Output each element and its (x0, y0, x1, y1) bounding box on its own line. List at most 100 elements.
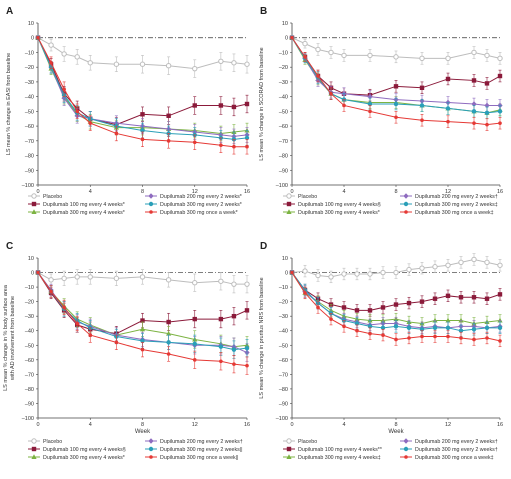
series-5 (290, 35, 502, 131)
series-0 (35, 269, 250, 294)
data-point (218, 58, 224, 64)
y-tick-label: 10 (282, 256, 288, 262)
x-tick-label: 0 (36, 422, 39, 428)
legend-swatch-marker (404, 455, 408, 459)
data-point (231, 281, 237, 287)
data-point (139, 274, 146, 280)
legend-entry: Placebo (43, 194, 62, 200)
y-tick-label: –70 (279, 139, 288, 145)
series-4 (35, 35, 250, 148)
data-point (484, 110, 490, 116)
y-tick-label: –100 (22, 416, 34, 422)
legend-entry: Dupilumab 200 mg every 2 weeks† (415, 194, 498, 200)
data-point (244, 61, 250, 67)
data-point (328, 274, 334, 280)
legend-swatch-marker (286, 209, 292, 214)
data-point (367, 308, 373, 313)
y-tick-label: –100 (22, 183, 34, 189)
data-point (393, 101, 399, 107)
data-point (192, 280, 198, 286)
x-tick-label: 16 (244, 422, 250, 428)
data-point (75, 321, 79, 326)
y-tick-label: 10 (28, 256, 34, 262)
series-0 (289, 35, 503, 65)
data-point (458, 259, 464, 266)
legend-entry: Dupilumab 300 mg every 4 weeks* (43, 210, 125, 216)
data-point (74, 54, 80, 60)
data-point (329, 91, 333, 96)
x-axis-label: Week (388, 429, 404, 435)
data-point (419, 327, 425, 332)
y-tick-label: –100 (276, 416, 288, 422)
data-point (341, 271, 347, 277)
series-1 (35, 35, 250, 133)
y-tick-label: –10 (279, 50, 288, 56)
x-tick-label: 4 (342, 422, 345, 428)
legend-swatch-marker (31, 193, 37, 199)
legend-swatch-marker (148, 438, 154, 444)
data-point (484, 81, 490, 86)
y-axis-label: LS mean % change in EASI from baseline (6, 53, 12, 155)
panel-letter: D (260, 241, 267, 252)
data-point (303, 291, 307, 295)
data-point (445, 55, 451, 62)
y-tick-label: –40 (279, 329, 288, 335)
data-point (87, 274, 93, 280)
legend-swatch-marker (31, 446, 37, 452)
y-tick-label: –30 (279, 314, 288, 320)
x-tick-label: 8 (141, 422, 144, 428)
legend-swatch-marker (403, 446, 409, 452)
y-tick-label: –20 (279, 65, 288, 71)
data-point (245, 363, 249, 368)
y-tick-label: –60 (279, 124, 288, 130)
series-0 (289, 253, 503, 284)
series-line (37, 272, 248, 367)
data-point (446, 119, 450, 124)
data-point (192, 103, 197, 108)
x-tick-label: 12 (192, 189, 198, 195)
x-tick-label: 8 (394, 422, 397, 428)
legend-swatch-marker (148, 193, 154, 199)
data-point (445, 262, 451, 268)
data-point (445, 317, 451, 323)
data-point (219, 143, 223, 148)
legend-swatch-marker (286, 438, 292, 444)
data-point (394, 115, 398, 120)
data-point (458, 328, 464, 333)
y-tick-label: –70 (25, 139, 34, 145)
data-point (471, 256, 477, 263)
series-1 (289, 270, 503, 317)
y-tick-label: 0 (285, 271, 288, 277)
data-point (140, 318, 145, 323)
data-point (393, 324, 399, 329)
panel-letter: A (6, 6, 13, 17)
legend-entry: Dupilumab 300 mg once a week‡ (415, 455, 494, 461)
data-point (497, 109, 503, 114)
data-point (114, 340, 119, 345)
x-tick-label: 16 (497, 189, 503, 195)
legend-entry: Dupilumab 200 mg every 2 weeks† (160, 439, 243, 445)
data-point (498, 121, 502, 125)
data-point (433, 334, 437, 339)
legend-entry: Placebo (298, 439, 317, 445)
data-point (419, 265, 425, 271)
data-point (36, 35, 40, 40)
legend-swatch-marker (286, 446, 292, 452)
data-point (432, 264, 438, 270)
data-point (61, 51, 67, 57)
y-tick-label: –100 (276, 183, 288, 189)
y-tick-label: 0 (285, 36, 288, 42)
legend-swatch-marker (403, 201, 409, 207)
data-point (316, 305, 320, 310)
data-point (75, 109, 79, 114)
legend-swatch-marker (148, 446, 154, 452)
data-point (231, 347, 237, 352)
legend-swatch-marker (31, 201, 37, 207)
data-point (472, 121, 476, 125)
data-point (393, 54, 399, 60)
legend: Placebo Dupilumab 100 mg every 4 weeks* Du… (28, 193, 242, 216)
y-tick-label: 10 (282, 21, 288, 27)
